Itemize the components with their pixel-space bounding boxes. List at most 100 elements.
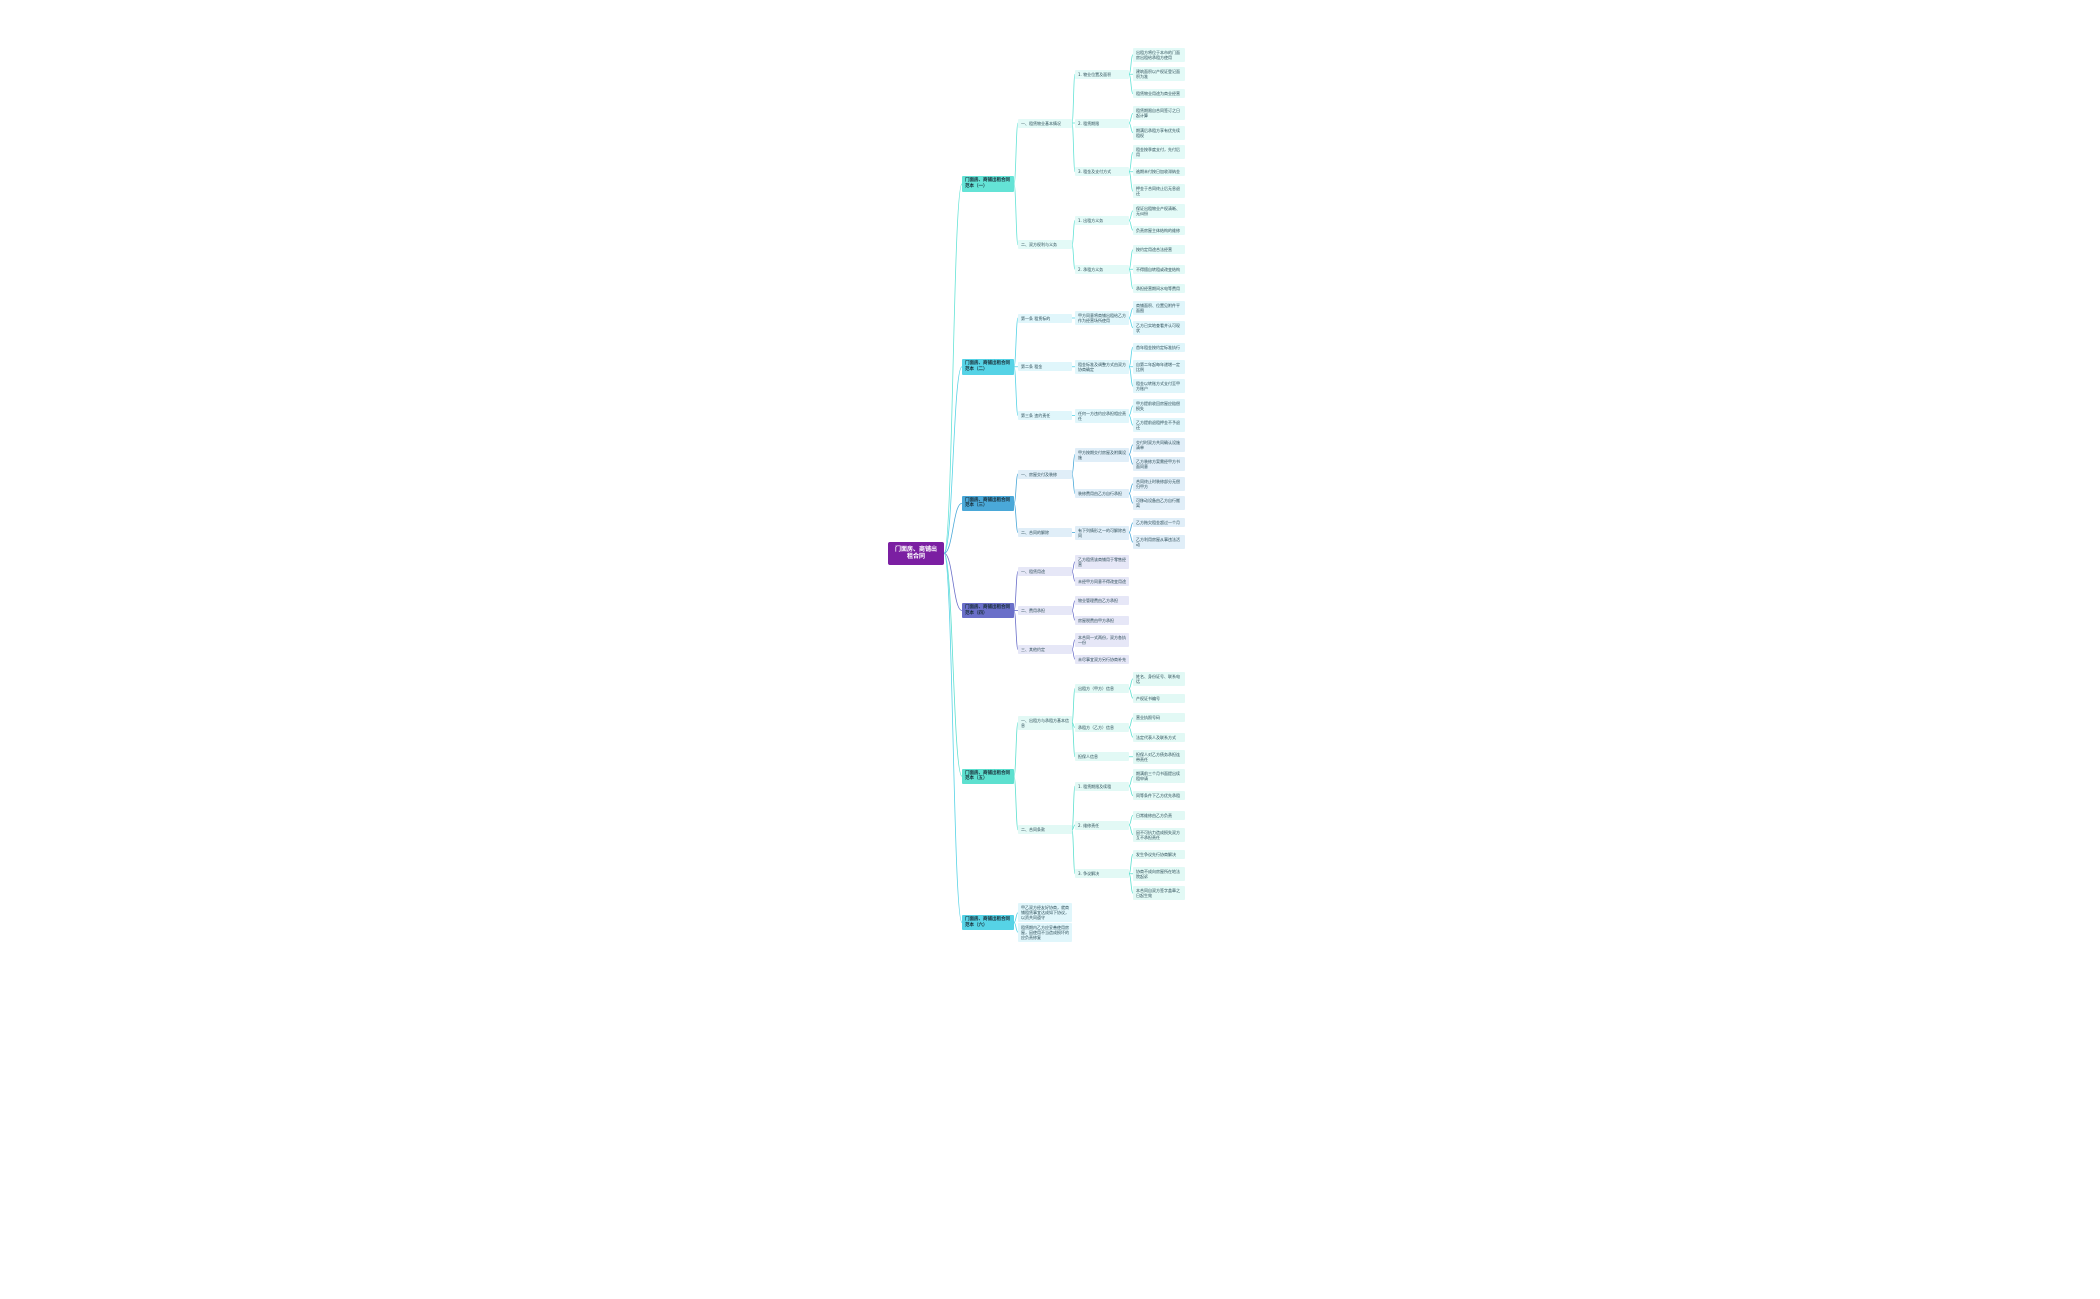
connector — [1128, 873, 1134, 894]
topic-node: 乙方利用房屋从事违法活动 — [1133, 535, 1185, 550]
topic-node: 承租方（乙方）信息 — [1075, 723, 1129, 732]
topic-node: 甲方同意将商铺出租给乙方作为经营场所使用 — [1075, 311, 1129, 325]
topic-node: 物业管理费由乙方承担 — [1075, 596, 1129, 606]
topic-node: 3. 租金及支付方式 — [1075, 167, 1129, 177]
topic-node: 首年租金按约定标准执行 — [1133, 342, 1185, 352]
connector — [1071, 220, 1076, 246]
topic-node: 租金标准及调整方式由双方协商确定 — [1075, 359, 1129, 374]
connector — [1071, 244, 1076, 270]
topic-node: 房屋税费由甲方承担 — [1075, 615, 1129, 625]
topic-node: 二、合同条款 — [1018, 825, 1072, 835]
connector — [1128, 688, 1134, 699]
topic-node: 营业执照号码 — [1133, 713, 1185, 723]
connector — [1013, 122, 1019, 185]
connector — [1071, 639, 1076, 650]
topic-node: 一、出租方与承租方基本信息 — [1018, 715, 1072, 730]
connector — [1071, 454, 1076, 475]
connector — [1013, 317, 1019, 368]
connector — [1128, 307, 1134, 319]
connector — [1071, 785, 1076, 831]
topic-node: 日常维修由乙方负责 — [1133, 810, 1185, 820]
connector — [1128, 54, 1134, 75]
topic-node: 担保人信息 — [1075, 752, 1129, 762]
topic-node: 3. 争议解决 — [1075, 869, 1129, 879]
connector — [1128, 268, 1134, 290]
topic-node: 1. 租赁期限及续租 — [1075, 781, 1129, 791]
connector — [1071, 73, 1076, 124]
topic-node: 负责房屋主体结构的维修 — [1133, 225, 1185, 235]
topic-node: 2. 维修责任 — [1075, 820, 1129, 830]
topic-node: 姓名、身份证号、联系电话 — [1133, 671, 1185, 686]
connector — [1128, 678, 1134, 689]
topic-node: 租赁物业用途为商业经营 — [1133, 89, 1185, 99]
topic-node: 未经甲方同意不得改变用途 — [1075, 576, 1129, 586]
topic-node: 发生争议先行协商解决 — [1133, 849, 1185, 859]
topic-node: 本合同自双方签字盖章之日起生效 — [1133, 886, 1185, 901]
topic-node: 一、房屋交付及装修 — [1018, 469, 1072, 479]
connector — [943, 552, 963, 923]
topic-node: 承担经营期间水电等费用 — [1133, 284, 1185, 294]
connector — [943, 552, 963, 777]
branch-node: 门面房、商铺出租合同范本（四） — [962, 603, 1014, 619]
topic-node: 乙方租赁该商铺用于零售经营 — [1075, 554, 1129, 569]
connector — [1013, 473, 1019, 504]
branch-node: 门面房、商铺出租合同范本（一） — [962, 176, 1014, 192]
connector — [1128, 717, 1134, 728]
connector — [943, 183, 963, 554]
branch-node: 门面房、商铺出租合同范本（三） — [962, 495, 1014, 511]
connector — [1071, 610, 1076, 621]
connector — [1128, 824, 1134, 836]
topic-node: 有下列情形之一的可解除合同 — [1075, 525, 1129, 540]
connector — [1128, 220, 1134, 231]
topic-node: 担保人对乙方债务承担连带责任 — [1133, 749, 1185, 764]
topic-node: 押金于合同终止后无息退还 — [1133, 184, 1185, 199]
connector — [1013, 571, 1019, 611]
connector — [1013, 922, 1019, 933]
topic-node: 租赁期限自合同签订之日起计算 — [1133, 106, 1185, 121]
connector — [1071, 571, 1076, 582]
connector — [1128, 112, 1134, 124]
connector — [1128, 444, 1134, 455]
connector — [1071, 688, 1076, 724]
connector — [1128, 853, 1134, 875]
connector — [1128, 785, 1134, 797]
connector — [1128, 493, 1134, 504]
connector — [1071, 122, 1076, 173]
topic-node: 期满后承租方享有优先续租权 — [1133, 125, 1185, 140]
topic-node: 2. 承租方义务 — [1075, 264, 1129, 274]
topic-node: 本合同一式两份，双方各执一份 — [1075, 632, 1129, 647]
branch-node: 门面房、商铺出租合同范本（六） — [962, 915, 1014, 931]
connector — [943, 366, 963, 554]
topic-node: 乙方提前退租押金不予退还 — [1133, 418, 1185, 433]
connector — [1071, 473, 1076, 494]
topic-node: 乙方已实地查看并认可现状 — [1133, 320, 1185, 335]
connector — [1071, 600, 1076, 611]
topic-node: 甲方提前收回房屋应赔偿损失 — [1133, 398, 1185, 413]
topic-node: 逾期未付按日加收滞纳金 — [1133, 167, 1185, 177]
connector — [943, 502, 963, 554]
connector — [1128, 210, 1134, 221]
topic-node: 期满前三个月书面提出续租申请 — [1133, 769, 1185, 784]
connector — [1128, 317, 1134, 329]
topic-node: 商铺面积、位置见附件平面图 — [1133, 301, 1185, 316]
connector — [1128, 814, 1134, 826]
topic-node: 一、租赁物业基本情况 — [1018, 118, 1072, 128]
topic-node: 建筑面积以产权证登记面积为准 — [1133, 67, 1185, 82]
topic-node: 租金按季度支付，先付后用 — [1133, 145, 1185, 160]
connector — [1128, 366, 1134, 387]
connector — [1013, 722, 1019, 777]
topic-node: 协商不成向房屋所在地法院起诉 — [1133, 866, 1185, 881]
topic-node: 产权证书编号 — [1133, 693, 1185, 703]
topic-node: 出租方（甲方）信息 — [1075, 684, 1129, 693]
connector — [1128, 249, 1134, 270]
topic-node: 因不可抗力造成损失双方互不承担责任 — [1133, 827, 1185, 842]
topic-node: 第二条 租金 — [1018, 362, 1072, 372]
topic-node: 乙方装修方案需经甲方书面同意 — [1133, 457, 1185, 472]
topic-node: 保证出租物业产权清晰、无纠纷 — [1133, 203, 1185, 218]
connector — [1128, 151, 1134, 173]
root-node: 门面房、商铺出租合同 — [888, 541, 944, 565]
connector — [1071, 824, 1076, 831]
branch-node: 门面房、商铺出租合同范本（二） — [962, 359, 1014, 375]
connector — [1128, 532, 1134, 543]
